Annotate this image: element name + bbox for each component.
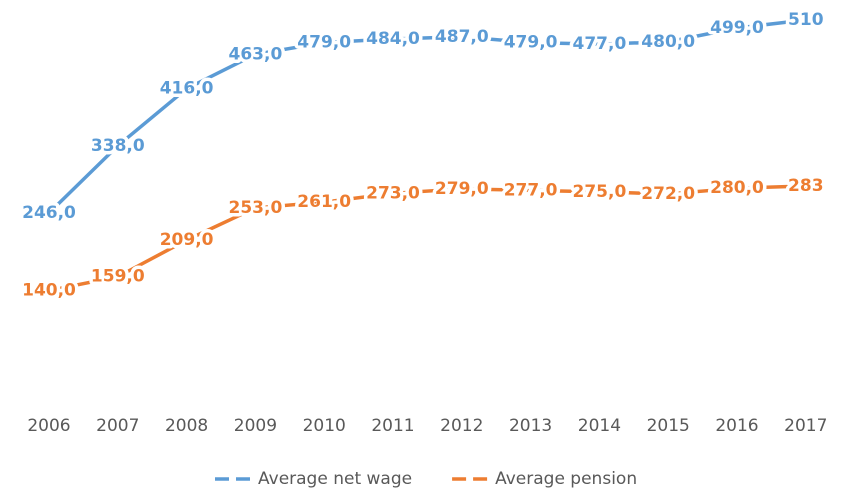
x-tick-label: 2011	[371, 416, 414, 436]
series-line	[47, 18, 807, 215]
data-label: 479,0	[297, 33, 351, 53]
series-line	[48, 184, 806, 293]
data-label: 277,0	[504, 180, 558, 200]
x-tick-label: 2010	[303, 416, 346, 436]
legend-label: Average net wage	[258, 469, 412, 489]
data-label: 484,0	[366, 29, 420, 49]
x-tick-label: 2006	[27, 416, 70, 436]
x-tick-label: 2016	[715, 416, 758, 436]
data-label: 510	[788, 10, 824, 30]
x-tick-label: 2014	[578, 416, 621, 436]
x-tick-label: 2017	[784, 416, 827, 436]
data-label: 273,0	[366, 183, 420, 203]
data-label: 487,0	[435, 27, 489, 47]
data-label: 209,0	[160, 230, 214, 250]
data-label: 480,0	[641, 32, 695, 52]
data-label: 275,0	[573, 182, 627, 202]
data-label: 283	[788, 176, 824, 196]
data-label: 479,0	[504, 33, 558, 53]
data-label: 279,0	[435, 179, 489, 199]
data-label: 416,0	[160, 79, 214, 99]
data-label: 463,0	[229, 44, 283, 64]
x-tick-label: 2007	[96, 416, 139, 436]
data-label: 499,0	[710, 18, 764, 38]
x-tick-label: 2008	[165, 416, 208, 436]
data-label: 280,0	[710, 178, 764, 198]
data-label: 253,0	[229, 198, 283, 218]
data-label: 159,0	[91, 267, 145, 287]
data-label: 272,0	[641, 184, 695, 204]
legend-label: Average pension	[495, 469, 637, 489]
x-tick-label: 2012	[440, 416, 483, 436]
data-label: 261,0	[297, 192, 351, 212]
x-tick-label: 2015	[647, 416, 690, 436]
data-label: 246,0	[22, 203, 76, 223]
data-label: 338,0	[91, 136, 145, 156]
data-label: 140,0	[22, 281, 76, 301]
x-tick-label: 2009	[234, 416, 277, 436]
x-tick-label: 2013	[509, 416, 552, 436]
data-label: 477,0	[573, 34, 627, 54]
